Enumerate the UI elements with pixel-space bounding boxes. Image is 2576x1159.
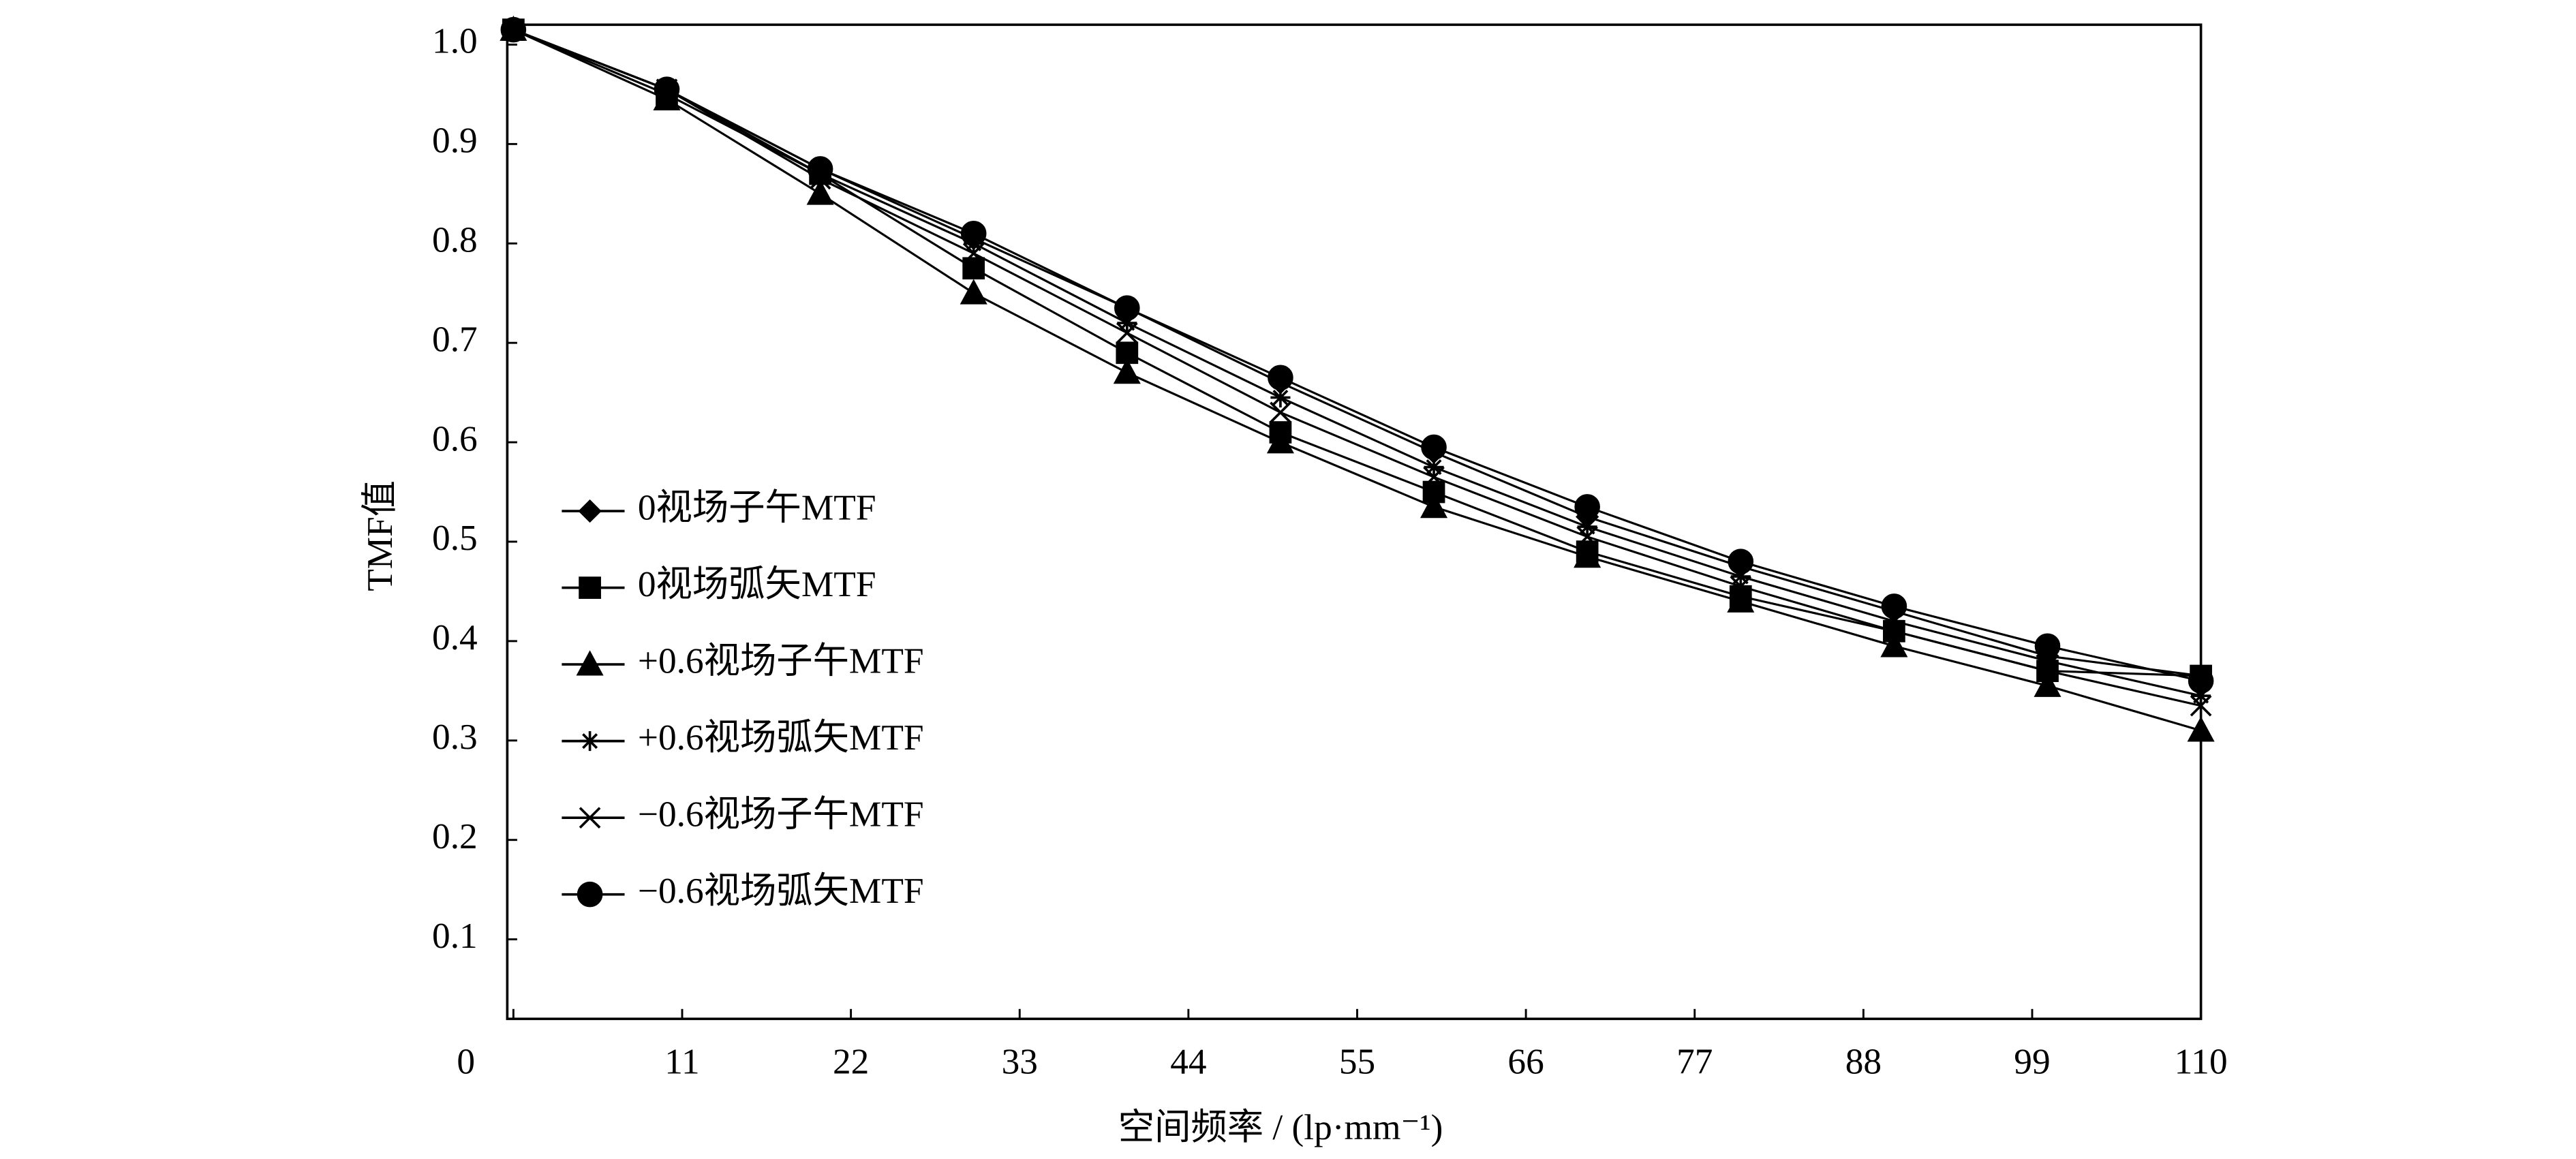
x-tick-label: 33 (1002, 1041, 1038, 1081)
y-tick-label: 0.4 (432, 617, 478, 658)
marker (2034, 671, 2061, 697)
marker (1884, 611, 1904, 632)
marker (1117, 313, 1137, 333)
marker (1727, 587, 1755, 613)
plot-frame (506, 23, 2203, 1021)
marker (2037, 651, 2058, 671)
marker (806, 179, 834, 205)
legend-label: 0视场弧矢MTF (638, 564, 876, 604)
series-line (512, 29, 2201, 707)
marker (579, 576, 601, 599)
y-tick-label: 0.6 (432, 418, 478, 459)
marker (654, 76, 680, 102)
marker (1881, 593, 1907, 619)
marker (1266, 428, 1294, 454)
marker (1113, 358, 1141, 384)
x-tick-label: 44 (1170, 1041, 1206, 1081)
y-tick-label: 0.3 (432, 717, 478, 757)
legend-label: +0.6视场弧矢MTF (638, 717, 924, 758)
y-tick-label: 0.8 (432, 220, 478, 260)
x-tick-label: 22 (833, 1041, 869, 1081)
marker (1270, 401, 1291, 424)
marker (1880, 632, 1908, 658)
y-tick-label: 0.2 (432, 816, 478, 856)
marker (1116, 322, 1138, 344)
marker (2190, 694, 2212, 717)
marker (1420, 493, 1448, 519)
legend-label: −0.6视场弧矢MTF (638, 871, 924, 911)
marker (1883, 620, 1905, 643)
marker (1574, 542, 1601, 568)
marker (1421, 434, 1447, 461)
marker (1114, 295, 1140, 321)
y-tick-label: 0.7 (432, 319, 478, 359)
marker (960, 279, 987, 305)
marker (577, 881, 603, 908)
marker (1730, 575, 1752, 598)
x-tick-label: 110 (2175, 1041, 2228, 1081)
x-tick-label: 11 (664, 1041, 699, 1081)
y-tick-label: 0.9 (432, 121, 478, 161)
marker (1424, 457, 1444, 478)
series-line (512, 29, 2201, 697)
marker (1423, 466, 1445, 488)
marker (580, 731, 600, 752)
marker (960, 220, 987, 247)
marker (578, 499, 602, 523)
x-tick-label: 99 (2014, 1041, 2050, 1081)
legend-label: 0视场子午MTF (638, 487, 876, 527)
marker (1574, 494, 1600, 520)
marker (1270, 387, 1291, 407)
marker (579, 807, 601, 829)
marker (2036, 660, 2059, 682)
y-tick-label: 0.5 (432, 518, 478, 558)
y-tick-label: 1.0 (432, 21, 478, 61)
marker (1730, 566, 1751, 587)
marker (2188, 668, 2214, 694)
legend-label: +0.6视场子午MTF (638, 640, 924, 681)
marker (807, 156, 833, 182)
legend-label: −0.6视场子午MTF (638, 794, 924, 834)
x-tick-label: 77 (1676, 1041, 1713, 1081)
marker (1728, 548, 1754, 574)
series-line (512, 29, 2202, 732)
marker (1577, 516, 1597, 537)
x-tick-label: 0 (457, 1041, 475, 1081)
series-line (512, 29, 2201, 682)
marker (1576, 525, 1598, 548)
y-tick-label: 0.1 (432, 916, 478, 956)
marker (2191, 685, 2211, 706)
marker (576, 650, 604, 676)
x-axis-label: 空间频率 / (lp·mm⁻¹) (1118, 1107, 1443, 1147)
y-axis-label: TMF值 (360, 480, 400, 591)
x-tick-label: 55 (1339, 1041, 1375, 1081)
marker (2187, 716, 2215, 742)
marker (2034, 633, 2061, 659)
x-tick-label: 66 (1507, 1041, 1544, 1081)
marker (1268, 365, 1293, 391)
x-tick-label: 88 (1845, 1041, 1882, 1081)
marker (962, 243, 985, 264)
marker (500, 16, 527, 43)
